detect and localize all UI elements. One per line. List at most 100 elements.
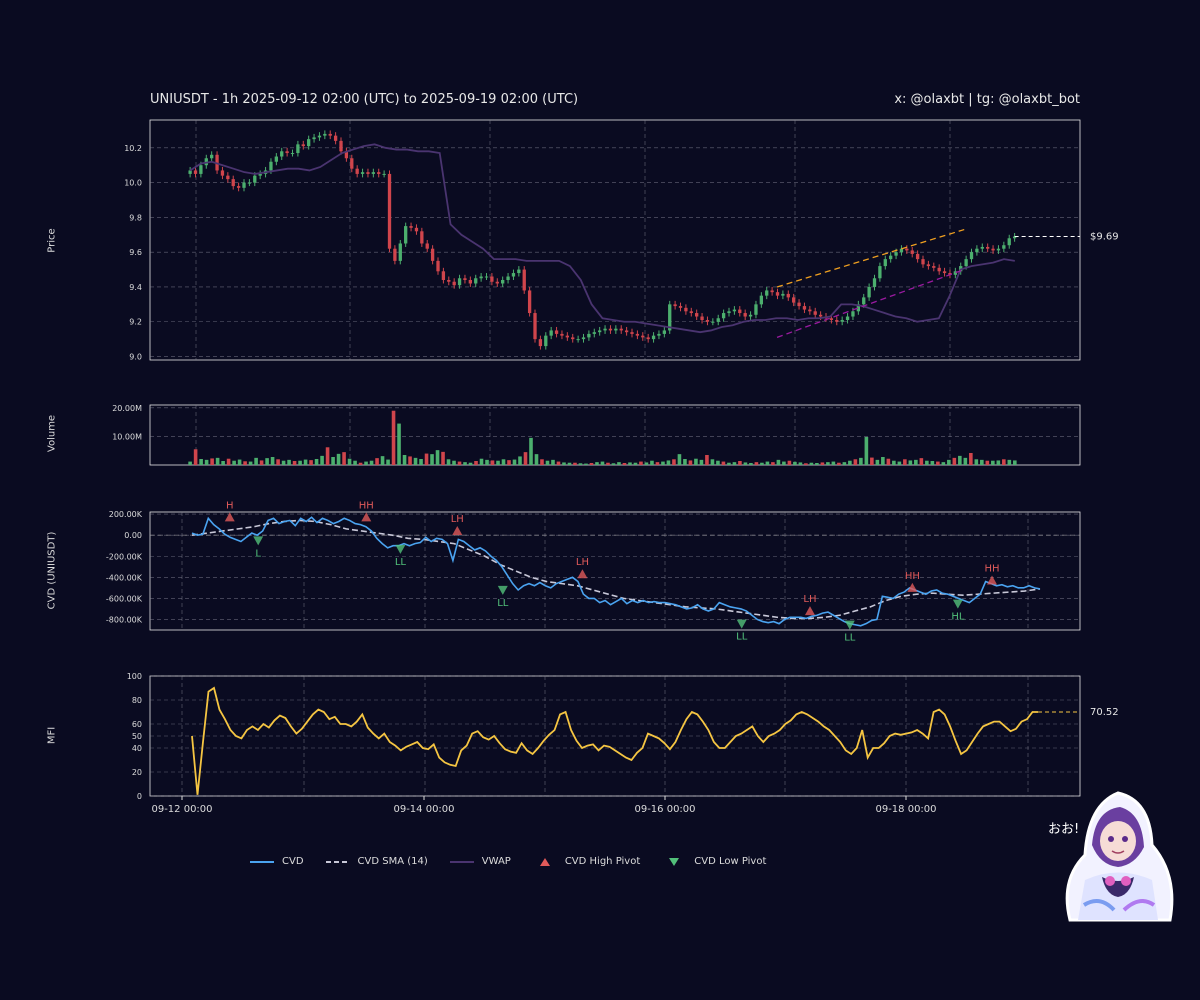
volume-bar <box>826 462 830 465</box>
mfi-ytick-label: 40 <box>132 744 142 753</box>
cvd-low-pivot-marker <box>395 544 406 554</box>
x-tick-label: 09-12 00:00 <box>151 804 212 815</box>
candle-body <box>986 246 990 249</box>
volume-bar <box>617 462 621 465</box>
volume-bar <box>276 459 280 465</box>
volume-bar <box>743 462 748 465</box>
candle-body <box>878 266 882 279</box>
legend-item-vwap: VWAP <box>449 856 511 867</box>
candle-body <box>231 179 235 187</box>
candle-body <box>544 335 548 347</box>
candle-body <box>280 151 284 157</box>
mfi-ytick-label: 20 <box>132 768 142 777</box>
volume-bar <box>1007 459 1012 465</box>
candle-body <box>872 278 877 287</box>
candle-body <box>441 271 446 280</box>
candle-body <box>393 248 397 261</box>
volume-bar <box>523 452 528 465</box>
volume-bar <box>221 461 225 465</box>
candle-body <box>350 158 354 169</box>
volume-bar <box>441 451 445 465</box>
candle-body <box>980 246 984 249</box>
volume-bar <box>804 463 808 465</box>
legend-label-cvd: CVD <box>282 856 304 867</box>
candle-body <box>608 328 613 331</box>
legend-label-high-pivot: CVD High Pivot <box>564 856 641 867</box>
candle-body <box>193 170 198 174</box>
candle-body <box>668 304 672 331</box>
volume-bar <box>402 455 407 465</box>
volume-bar <box>914 459 918 465</box>
volume-bar <box>765 461 770 465</box>
candle-body <box>285 151 289 154</box>
candle-body <box>937 267 941 272</box>
candle-body <box>447 280 451 282</box>
volume-bar <box>320 455 324 465</box>
volume-bar <box>754 462 759 465</box>
volume-bar <box>639 461 643 465</box>
cvd-pivot-label: LL <box>736 632 748 643</box>
volume-bar <box>578 463 583 465</box>
volume-bar <box>193 449 198 465</box>
candle-body <box>490 276 494 282</box>
candle-body <box>840 320 844 322</box>
volume-bar <box>391 410 396 465</box>
mfi-line <box>191 686 1038 795</box>
volume-bar <box>397 423 401 465</box>
volume-bar <box>226 458 231 465</box>
candle-body <box>905 248 909 251</box>
cvd-high-pivot-marker <box>577 569 588 579</box>
candle-body <box>258 173 262 176</box>
volume-bar <box>600 461 605 465</box>
volume-bar <box>859 457 863 465</box>
volume-bar <box>650 460 654 465</box>
last-price-label: $9.69 <box>1090 232 1119 243</box>
candle-body <box>420 231 424 244</box>
candle-body <box>862 297 866 305</box>
cvd-sma-line <box>191 519 1041 620</box>
candle-body <box>743 313 747 317</box>
candle-body <box>953 271 957 275</box>
candle-body <box>630 332 634 334</box>
volume-bar <box>325 447 330 465</box>
candle-body <box>624 330 629 333</box>
cvd-pivot-label: LL <box>395 557 407 568</box>
volume-bar <box>875 459 880 465</box>
candle-body <box>964 259 968 267</box>
volume-bar <box>435 450 440 465</box>
candle-body <box>366 172 370 174</box>
candle-body <box>549 330 553 336</box>
volume-bar <box>721 461 726 465</box>
candle-body <box>1012 236 1017 239</box>
mfi-panel: 0 20 40 50 60 80 100 70.52 09-12 00:00 09-14 00:0… <box>127 672 1119 815</box>
volume-bar <box>490 460 495 465</box>
candle-body <box>398 243 402 261</box>
cvd-ytick-label: -800.00K <box>106 615 143 624</box>
volume-bar <box>595 462 599 465</box>
volume-bar <box>512 459 517 465</box>
volume-bar <box>331 457 335 465</box>
cvd-low-pivot-marker <box>497 585 508 595</box>
candle-body <box>560 333 564 336</box>
cvd-low-pivot-marker <box>844 620 855 630</box>
volume-bar <box>908 460 913 465</box>
legend-label-vwap: VWAP <box>481 856 511 867</box>
cvd-low-pivot-marker <box>736 619 747 629</box>
mascot-sticker: おお! <box>1048 791 1174 922</box>
candle-body <box>371 172 375 174</box>
candle-body <box>695 313 699 317</box>
volume-bar <box>507 460 511 465</box>
candle-body <box>501 280 505 284</box>
volume-bar <box>738 461 742 465</box>
candle-body <box>829 318 834 320</box>
candle-body <box>328 133 332 136</box>
volume-bar <box>870 457 874 465</box>
volume-bar <box>353 460 357 465</box>
cvd-line <box>191 516 1041 627</box>
cvd-panel: -800.00K -600.00K -400.00K -200.00K 0.00 200.… <box>106 500 1081 644</box>
volume-bar <box>287 459 291 465</box>
volume-bar <box>540 459 544 465</box>
volume-bar <box>672 459 676 465</box>
candle-body <box>301 144 305 147</box>
x-tick-label: 09-16 00:00 <box>634 804 695 815</box>
